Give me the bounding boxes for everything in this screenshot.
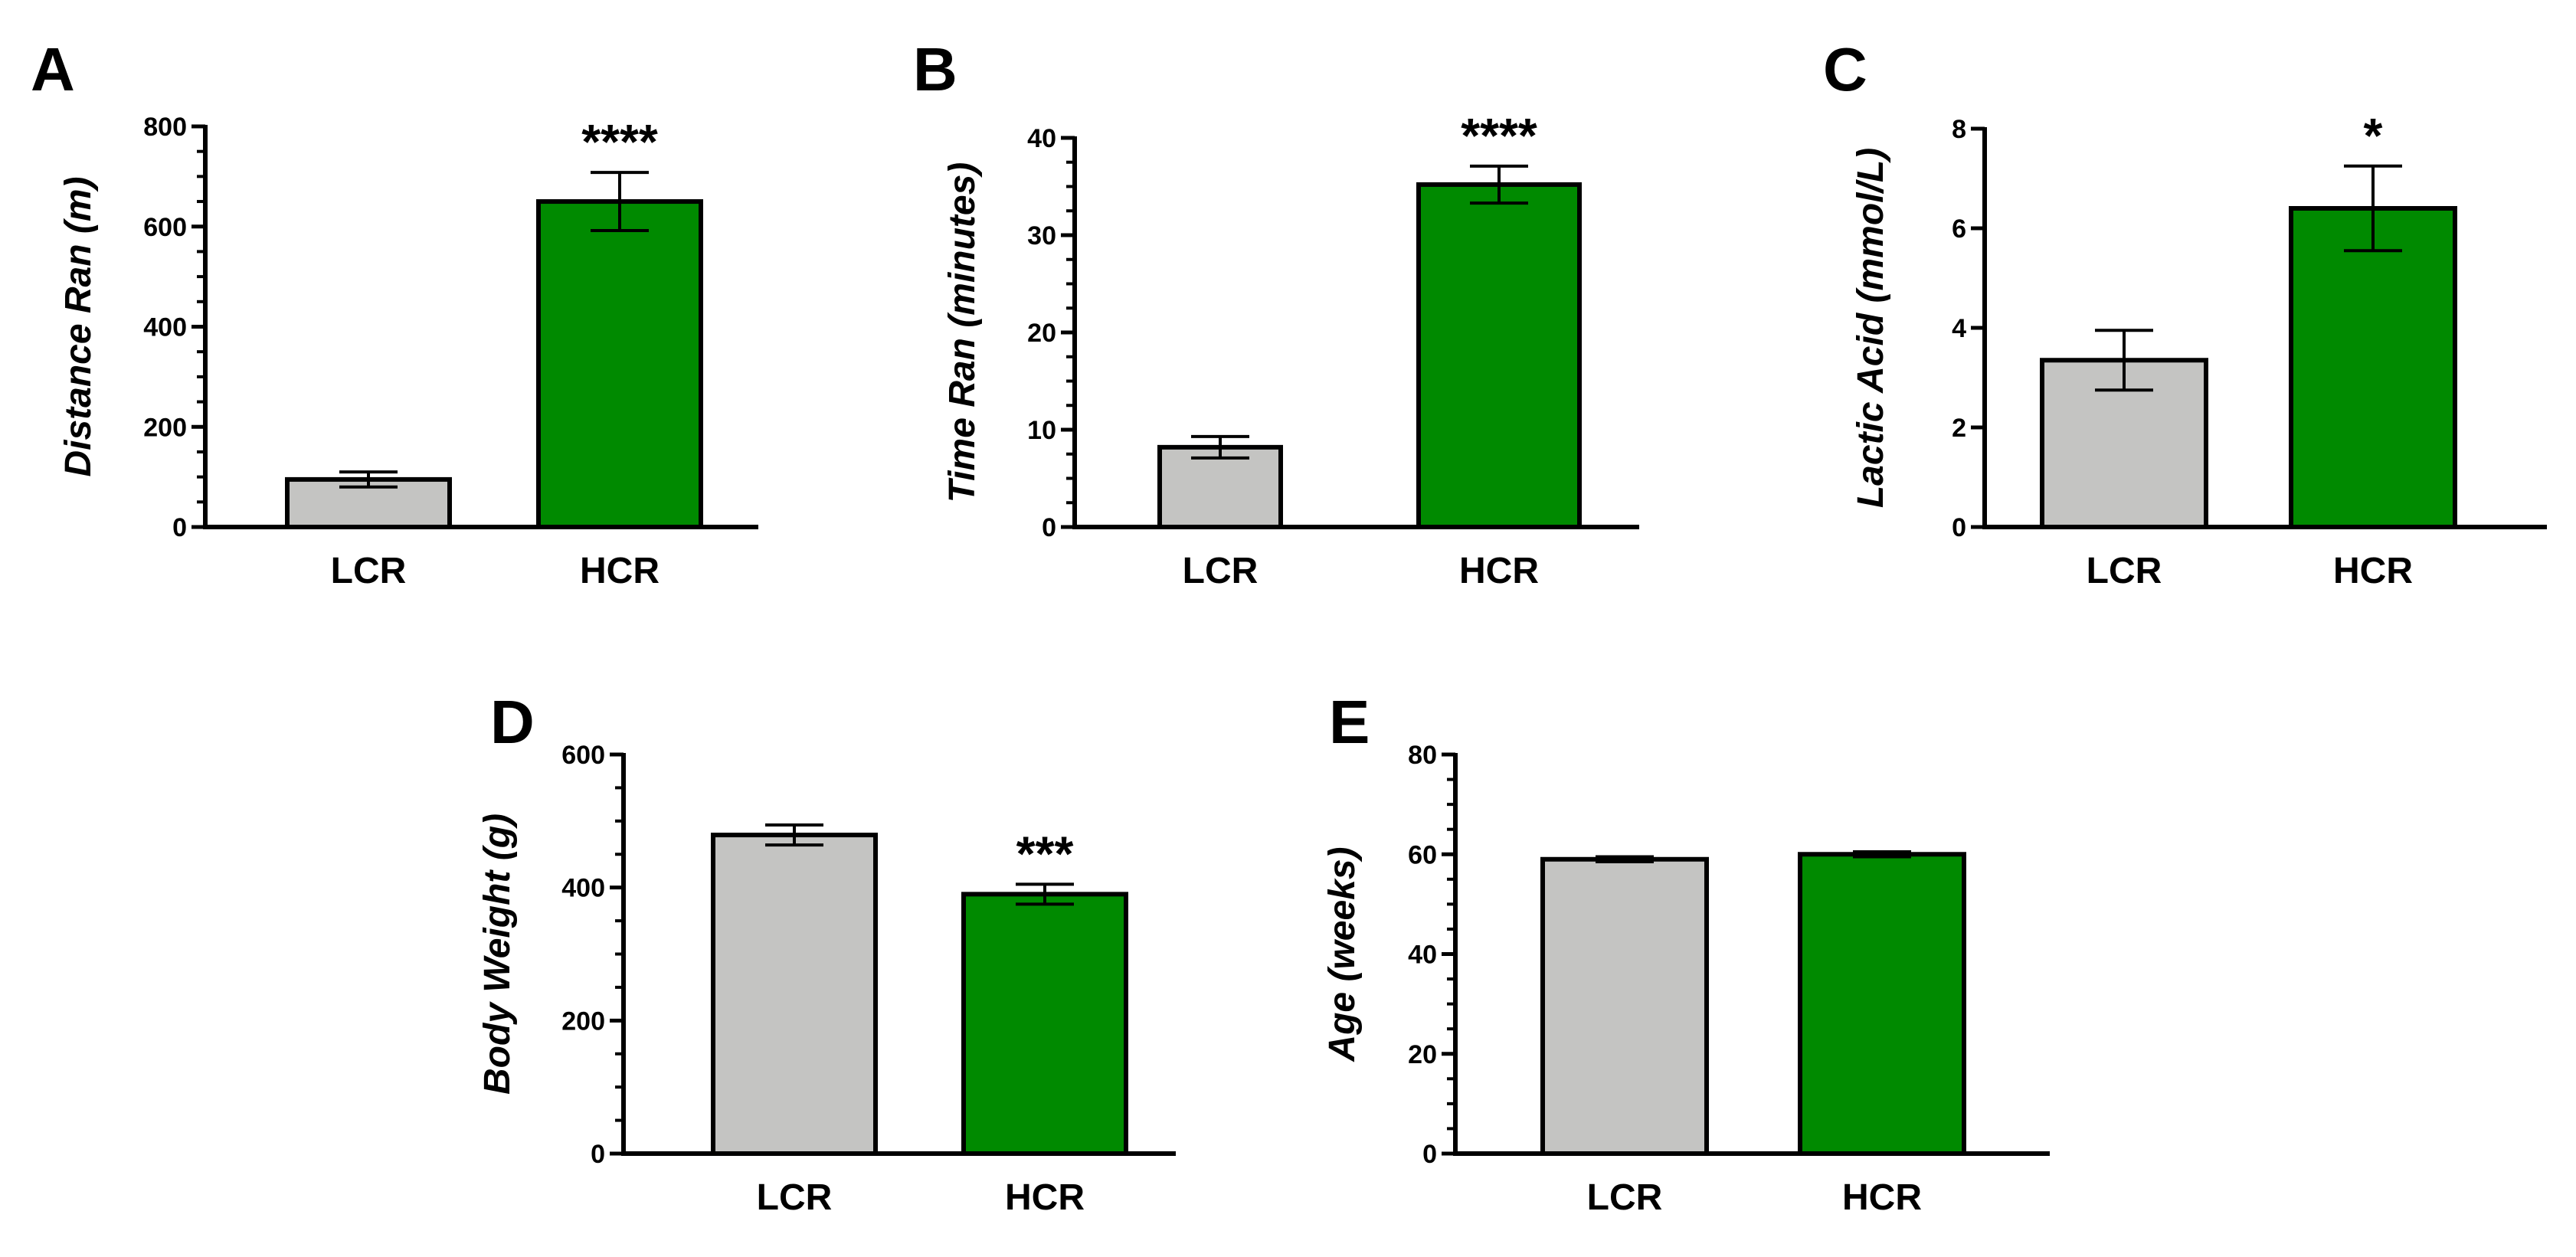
y-tick-label-c-4: 4 bbox=[1952, 314, 1966, 343]
error-bar-b-hcr bbox=[1470, 164, 1528, 205]
y-tick-label-b-0: 0 bbox=[1042, 513, 1056, 542]
x-tick-label-b-lcr: LCR bbox=[1183, 551, 1259, 591]
y-tick-label-d-0: 0 bbox=[591, 1140, 605, 1169]
panel-a: A Distance Ran (m) LCR **** HCR 0 200 400 600 800 bbox=[31, 35, 758, 591]
y-tick-label-a-0: 0 bbox=[172, 513, 187, 542]
panel-letter-b: B bbox=[913, 35, 957, 103]
y-tick-label-c-2: 2 bbox=[1952, 414, 1966, 443]
x-tick-label-b-hcr: HCR bbox=[1459, 551, 1539, 591]
y-axis-label-b: Time Ran (minutes) bbox=[942, 162, 983, 503]
error-bar-e-lcr bbox=[1596, 855, 1654, 864]
bar-d-hcr bbox=[961, 892, 1128, 1156]
y-tick-label-b-10: 10 bbox=[1027, 416, 1056, 445]
error-bar-d-lcr bbox=[765, 823, 823, 847]
error-bar-e-hcr bbox=[1853, 849, 1911, 859]
y-tick-label-c-6: 6 bbox=[1952, 214, 1966, 244]
bar-d-lcr bbox=[711, 833, 878, 1157]
panel-letter-a: A bbox=[31, 35, 75, 103]
panel-letter-d: D bbox=[490, 688, 535, 756]
y-axis-label-a: Distance Ran (m) bbox=[58, 176, 99, 476]
x-tick-label-c-hcr: HCR bbox=[2333, 551, 2413, 591]
y-tick-label-a-800: 800 bbox=[143, 113, 187, 142]
y-tick-label-e-0: 0 bbox=[1422, 1140, 1437, 1169]
error-bar-a-lcr bbox=[339, 470, 398, 489]
error-bar-c-lcr bbox=[2095, 329, 2153, 392]
error-bar-c-hcr bbox=[2344, 164, 2402, 253]
panel-letter-e: E bbox=[1329, 688, 1370, 756]
bar-e-lcr bbox=[1540, 856, 1709, 1156]
x-tick-label-a-lcr: LCR bbox=[331, 551, 407, 591]
y-tick-label-b-40: 40 bbox=[1027, 124, 1056, 153]
y-tick-label-b-20: 20 bbox=[1027, 319, 1056, 348]
y-tick-label-e-20: 20 bbox=[1408, 1040, 1437, 1069]
bar-c-hcr bbox=[2289, 206, 2457, 529]
significance-label-d-hcr: *** bbox=[1016, 826, 1074, 881]
x-tick-label-d-hcr: HCR bbox=[1005, 1177, 1085, 1218]
y-axis-label-e: Age (weeks) bbox=[1322, 846, 1363, 1062]
y-tick-label-d-200: 200 bbox=[561, 1007, 605, 1036]
panel-d: D Body Weight (g) LCR *** HCR 0 200 400 600 bbox=[477, 688, 1176, 1218]
bar-a-hcr bbox=[536, 199, 703, 529]
x-tick-label-e-hcr: HCR bbox=[1842, 1177, 1922, 1218]
y-tick-label-e-40: 40 bbox=[1408, 941, 1437, 970]
significance-label-c-hcr: * bbox=[2364, 108, 2383, 163]
bar-e-hcr bbox=[1798, 852, 1966, 1156]
y-tick-label-e-80: 80 bbox=[1408, 741, 1437, 770]
error-bar-a-hcr bbox=[591, 171, 649, 232]
significance-label-a-hcr: **** bbox=[581, 114, 658, 169]
y-tick-label-c-8: 8 bbox=[1952, 115, 1966, 144]
y-axis-label-d: Body Weight (g) bbox=[477, 813, 518, 1095]
significance-label-b-hcr: **** bbox=[1461, 108, 1537, 163]
bar-b-hcr bbox=[1416, 182, 1582, 530]
panel-letter-c: C bbox=[1823, 35, 1867, 103]
panel-e: E Age (weeks) LCR HCR 0 20 40 60 80 bbox=[1322, 688, 2050, 1218]
y-tick-label-c-0: 0 bbox=[1952, 513, 1966, 542]
y-tick-label-a-200: 200 bbox=[143, 413, 187, 442]
panel-b: B Time Ran (minutes) LCR **** HCR 0 10 20 30 40 bbox=[913, 35, 1639, 591]
error-bar-b-lcr bbox=[1191, 434, 1249, 460]
x-tick-label-c-lcr: LCR bbox=[2087, 551, 2162, 591]
x-tick-label-d-lcr: LCR bbox=[757, 1177, 833, 1218]
y-tick-label-a-400: 400 bbox=[143, 313, 187, 342]
panel-c: C Lactic Acid (mmol/L) LCR * HCR 0 2 4 6 8 bbox=[1823, 35, 2547, 591]
y-tick-label-d-400: 400 bbox=[561, 874, 605, 903]
y-tick-label-e-60: 60 bbox=[1408, 840, 1437, 869]
y-axis-label-c: Lactic Acid (mmol/L) bbox=[1851, 148, 1891, 508]
y-tick-label-b-30: 30 bbox=[1027, 221, 1056, 250]
y-tick-label-d-600: 600 bbox=[561, 741, 605, 770]
x-tick-label-e-lcr: LCR bbox=[1587, 1177, 1663, 1218]
error-bar-d-hcr bbox=[1016, 882, 1074, 906]
x-tick-label-a-hcr: HCR bbox=[580, 551, 660, 591]
y-tick-label-a-600: 600 bbox=[143, 213, 187, 242]
